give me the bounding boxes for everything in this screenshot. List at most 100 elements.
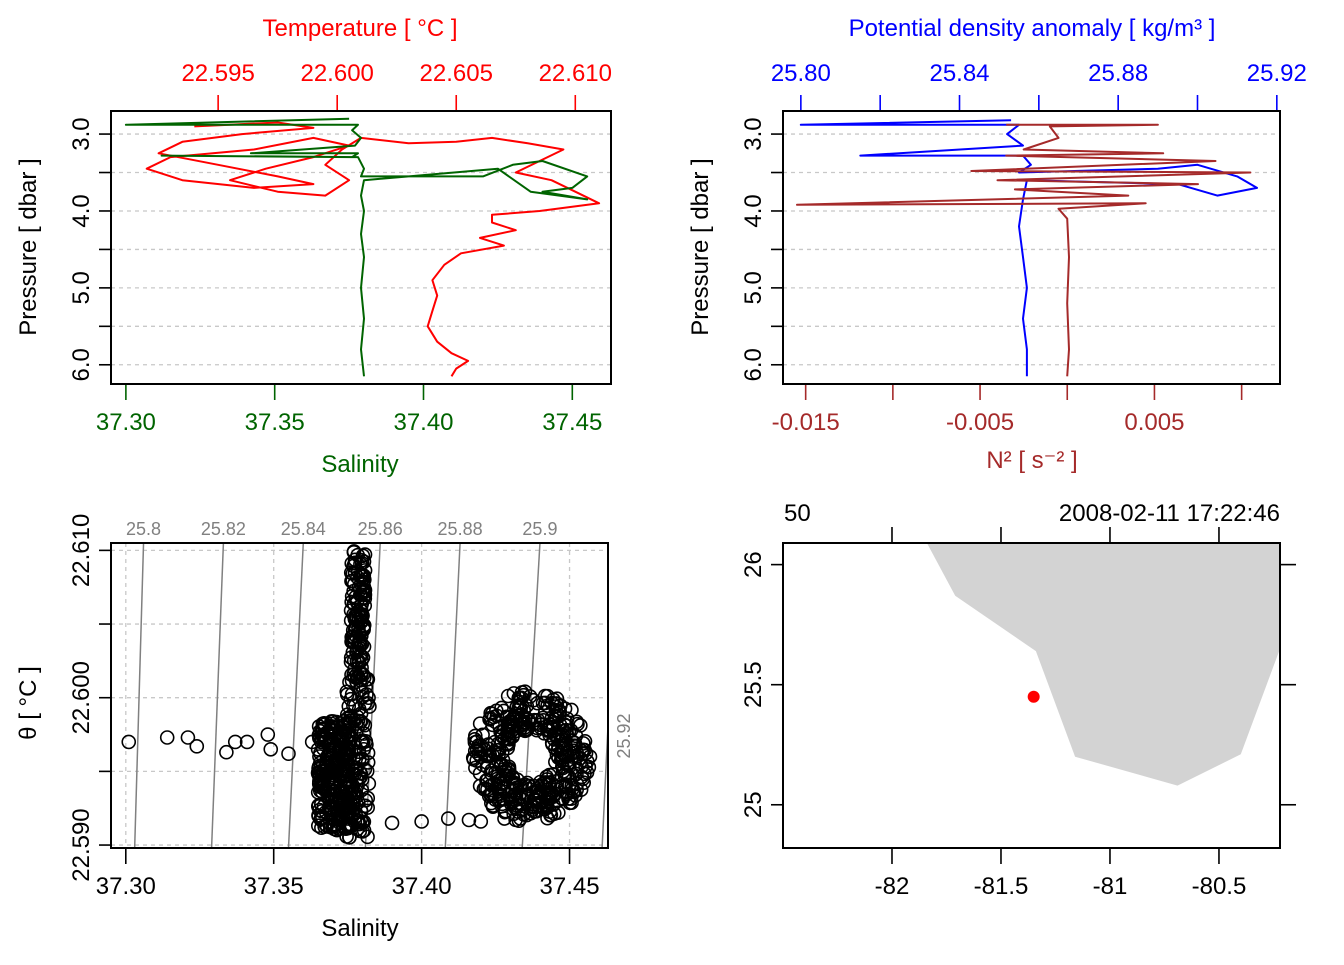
data-point — [569, 782, 584, 798]
x-tick-label: -82 — [875, 873, 910, 900]
data-point — [566, 784, 582, 800]
data-point — [568, 763, 584, 778]
data-point — [340, 772, 355, 788]
data-point — [353, 568, 369, 583]
top-tick-label: 25.80 — [771, 60, 831, 87]
data-point — [180, 730, 196, 745]
bottom-tick-label: -0.015 — [772, 409, 840, 436]
data-point — [480, 737, 496, 752]
isopycnal-label: 25.9 — [522, 519, 557, 539]
data-point — [522, 714, 537, 729]
data-point — [514, 802, 530, 817]
data-point — [311, 727, 327, 743]
data-point — [346, 544, 362, 560]
data-point — [312, 802, 327, 818]
data-point — [312, 775, 327, 791]
data-point — [330, 790, 345, 806]
map-top-left-label: 50 — [784, 500, 811, 527]
data-point — [514, 778, 529, 793]
isopycnal-label: 25.8 — [126, 519, 161, 539]
data-point — [336, 735, 352, 751]
data-point — [499, 726, 515, 742]
data-point — [482, 710, 498, 726]
y-tick-label: 5.0 — [68, 271, 95, 304]
data-point — [333, 797, 349, 813]
plot-frame — [782, 110, 1281, 385]
data-point — [440, 811, 456, 826]
data-point — [356, 814, 372, 830]
data-point — [353, 666, 369, 681]
bottom-tick-label: 37.35 — [245, 409, 305, 436]
data-point — [496, 703, 512, 719]
isopycnal-label: 25.84 — [281, 519, 326, 539]
x-tick-label: -81.5 — [974, 873, 1029, 900]
y-tick-label: 22.590 — [68, 808, 95, 881]
y-tick-label: 3.0 — [68, 117, 95, 150]
x-tick-label: -80.5 — [1192, 873, 1247, 900]
data-point — [519, 721, 534, 737]
station-marker — [1027, 690, 1040, 703]
top-tick-label: 25.92 — [1247, 60, 1307, 87]
top-tick-label: 22.600 — [300, 60, 373, 87]
data-point — [358, 680, 374, 695]
series-n2 — [796, 123, 1252, 377]
n2-axis-title: N² [ s⁻² ] — [986, 447, 1077, 474]
isopycnal-line — [287, 542, 305, 849]
map-frame — [782, 542, 1281, 849]
bottom-tick-label: 37.40 — [393, 409, 453, 436]
y-tick-label: 26 — [740, 551, 767, 578]
data-point — [349, 595, 365, 610]
data-point — [493, 788, 509, 803]
data-point — [329, 822, 345, 838]
data-point — [577, 742, 592, 758]
data-point — [532, 785, 548, 800]
data-point — [323, 800, 338, 815]
data-point — [498, 763, 513, 779]
bottom-tick-label: 37.30 — [96, 409, 156, 436]
y-tick-label: 3.0 — [740, 117, 767, 150]
data-point — [567, 735, 583, 751]
data-point — [333, 720, 348, 736]
y-tick-label: 25.5 — [740, 661, 767, 708]
data-point — [323, 776, 339, 791]
data-point — [358, 793, 374, 808]
data-point — [353, 556, 368, 572]
data-point — [339, 779, 355, 795]
data-point — [351, 655, 367, 671]
y-tick-label: 4.0 — [740, 194, 767, 227]
map-top-right-label: 2008-02-11 17:22:46 — [1059, 500, 1280, 527]
salinity-axis-title: Salinity — [321, 451, 398, 478]
data-point — [357, 572, 372, 588]
pressure-axis-title: Pressure [ dbar ] — [687, 158, 714, 335]
data-point — [337, 713, 352, 729]
data-point — [496, 792, 511, 807]
panel-map: 50 2008-02-11 17:22:46 -82 -81.5 -81 -80.5 2… — [740, 500, 1296, 900]
data-point — [539, 797, 555, 813]
salinity-axis-title: Salinity — [321, 915, 398, 942]
data-point — [344, 634, 359, 650]
data-point — [320, 773, 336, 789]
data-point — [281, 746, 296, 762]
density-axis-title: Potential density anomaly [ kg/m³ ] — [849, 15, 1216, 42]
data-point — [536, 713, 551, 728]
data-point — [544, 735, 560, 751]
data-point — [344, 629, 360, 645]
panel-ts-diagram: θ [ °C ] Salinity 25.8 25.82 25.84 25.86 25.… — [15, 514, 634, 942]
y-tick-label: 6.0 — [68, 348, 95, 381]
data-point — [260, 727, 276, 742]
data-point — [354, 609, 369, 624]
data-point — [506, 776, 521, 791]
plot-frame — [110, 110, 612, 385]
panel-density-n2-profile: Potential density anomaly [ kg/m³ ] Pres… — [687, 15, 1307, 474]
data-point — [344, 594, 359, 610]
isopycnal-line — [133, 542, 145, 849]
data-point — [512, 694, 527, 710]
data-point — [551, 708, 567, 724]
data-point — [465, 750, 481, 766]
data-point — [537, 776, 552, 792]
y-tick-label: 6.0 — [740, 348, 767, 381]
isopycnal-line — [210, 542, 225, 849]
x-tick-label: -81 — [1093, 873, 1128, 900]
series-temperature — [145, 121, 601, 377]
